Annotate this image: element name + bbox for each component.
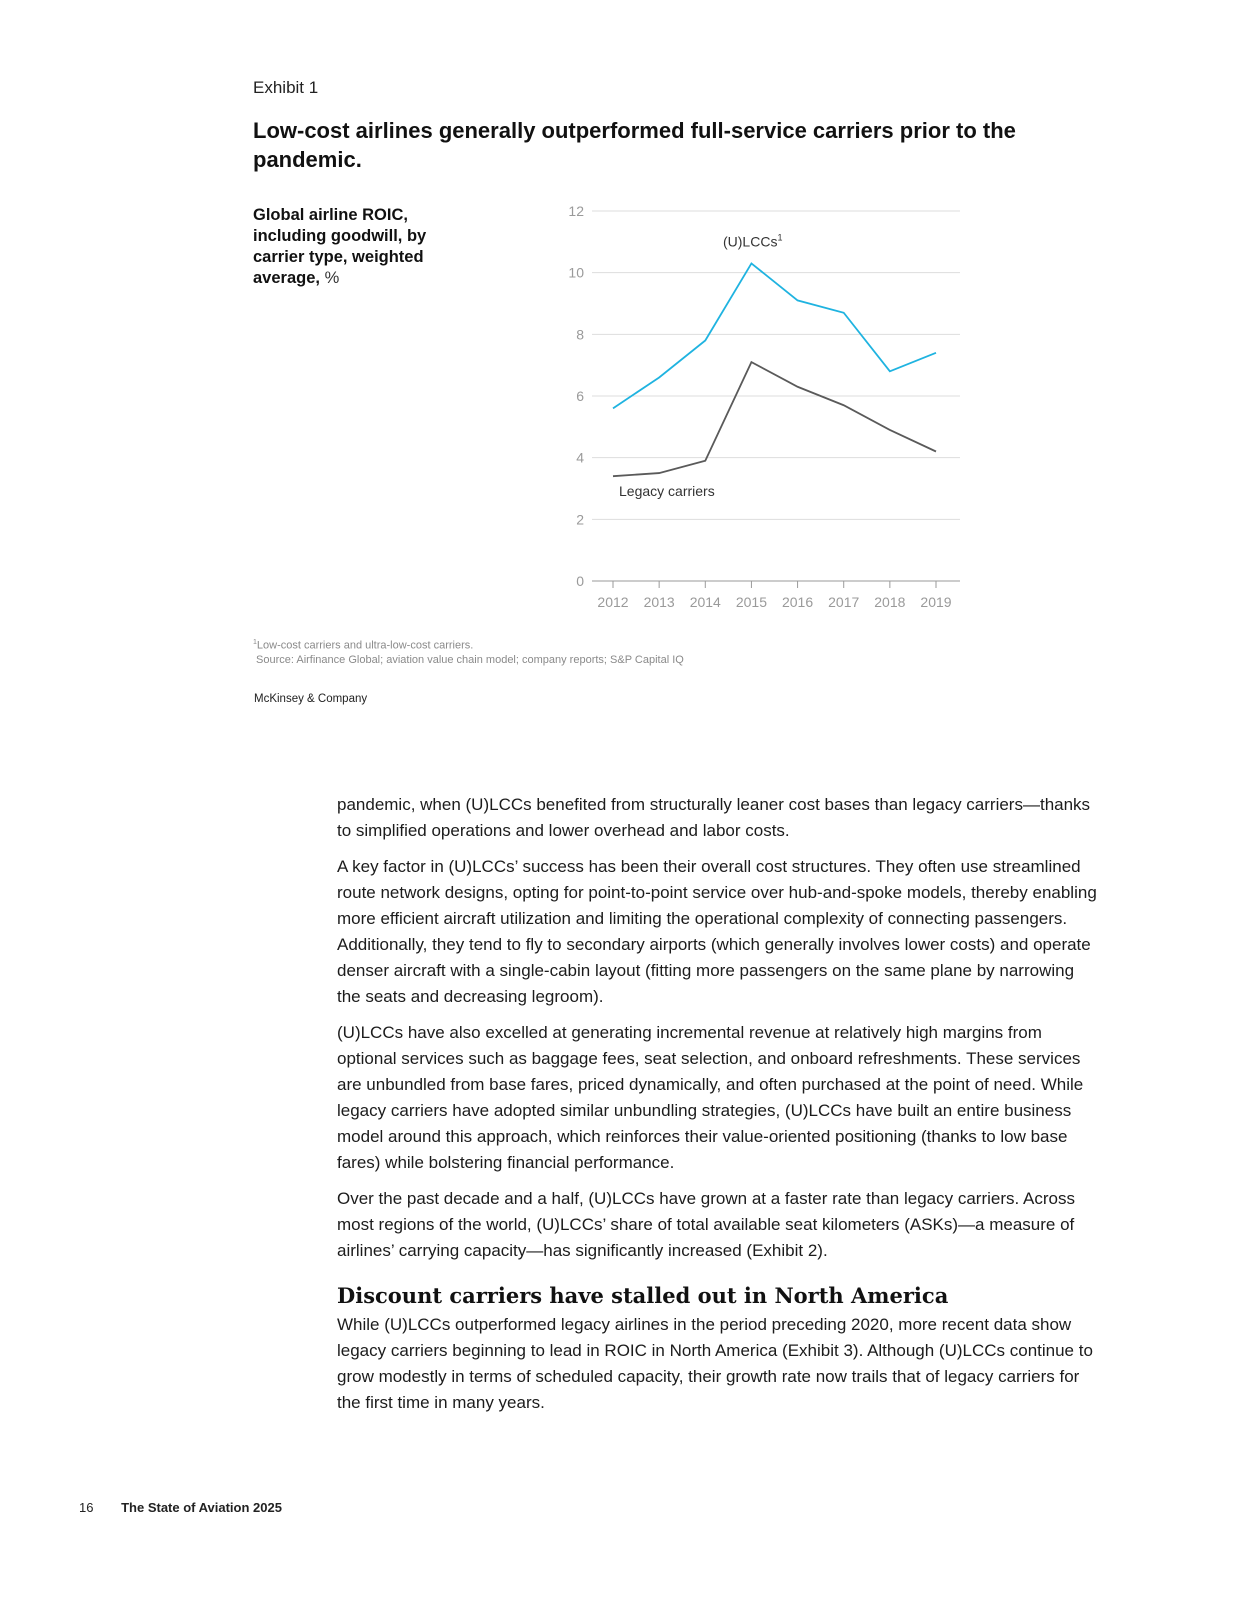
x-tick-label: 2017 xyxy=(828,594,859,610)
source-note: Source: Airfinance Global; aviation valu… xyxy=(256,653,684,666)
exhibit-label: Exhibit 1 xyxy=(253,78,319,97)
series-line-legacy xyxy=(612,360,937,478)
chart-caption-unit: % xyxy=(324,269,340,287)
publisher: McKinsey & Company xyxy=(254,693,368,705)
paragraph: While (U)LCCs outperformed legacy airlin… xyxy=(337,1315,1093,1412)
footnote-text: Low-cost carriers and ultra-low-cost car… xyxy=(256,639,474,652)
x-tick-label: 2015 xyxy=(736,594,767,610)
series-label-legacy: Legacy carriers xyxy=(619,483,715,499)
y-tick-label: 10 xyxy=(568,265,584,281)
x-tick-label: 2018 xyxy=(874,594,905,610)
section-heading: Discount carriers have stalled out in No… xyxy=(337,1283,949,1308)
y-tick-label: 12 xyxy=(568,203,584,219)
y-tick-label: 0 xyxy=(576,573,584,589)
y-tick-label: 8 xyxy=(576,326,584,342)
y-tick-label: 4 xyxy=(576,450,584,466)
body-text: pandemic, when (U)LCCs benefited from st… xyxy=(337,792,1097,1426)
x-tick-label: 2014 xyxy=(690,594,721,610)
footnotes: 1Low-cost carriers and ultra-low-cost ca… xyxy=(253,636,684,667)
roic-line-chart: 0 2 4 6 8 10 12 2012 2013 2014 2015 2016 2017 2018 201… xyxy=(568,203,960,610)
footnote-mark: 1 xyxy=(253,639,257,646)
series-line-ullcc xyxy=(612,262,937,410)
chart-caption: Global airline ROIC, including goodwill,… xyxy=(253,205,443,289)
paragraph: pandemic, when (U)LCCs benefited from st… xyxy=(337,795,1091,840)
footnote-1: 1Low-cost carriers and ultra-low-cost ca… xyxy=(253,636,684,653)
y-tick-label: 2 xyxy=(576,511,584,527)
paragraph: A key factor in (U)LCCs’ success has bee… xyxy=(337,857,1097,1006)
paragraph: (U)LCCs have also excelled at generating… xyxy=(337,1023,1084,1172)
report-title: The State of Aviation 2025 xyxy=(121,1500,282,1515)
exhibit-title: Low-cost airlines generally outperformed… xyxy=(253,118,1016,172)
series-label-ullcc: (U)LCCs1 xyxy=(723,232,782,249)
x-tick-label: 2016 xyxy=(782,594,813,610)
page-footer: 16 The State of Aviation 2025 xyxy=(79,1500,282,1515)
paragraph: Over the past decade and a half, (U)LCCs… xyxy=(337,1189,1075,1260)
x-tick-label: 2019 xyxy=(920,594,951,610)
x-tick-label: 2013 xyxy=(644,594,675,610)
chart-caption-text: Global airline ROIC, including goodwill,… xyxy=(253,206,427,287)
y-tick-label: 6 xyxy=(576,388,584,404)
page-number: 16 xyxy=(79,1500,94,1515)
x-tick-label: 2012 xyxy=(597,594,628,610)
